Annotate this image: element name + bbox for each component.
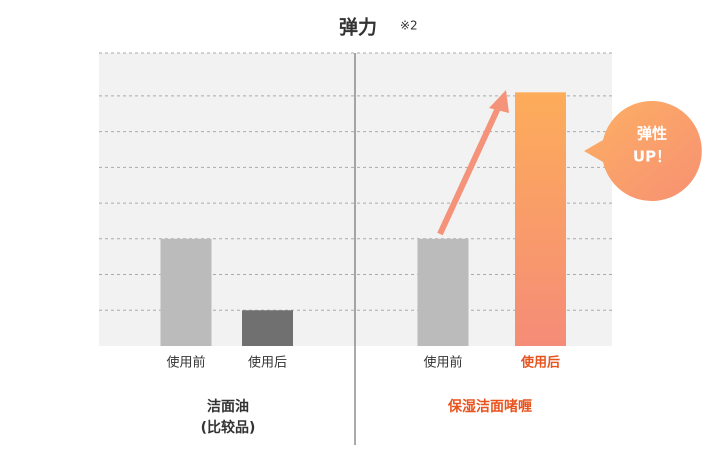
bar [160,238,212,346]
increase-arrow [437,106,501,236]
x-tick-label: 使用后 [248,355,287,371]
x-tick-label: 使用前 [166,355,205,371]
callout-text: 弹性 [637,125,667,143]
callout-bubble [584,100,702,201]
group-label: (比较品) [201,419,256,436]
bar [242,310,293,346]
arrow-head [489,90,509,113]
group-label: 洁面油 [207,398,249,415]
title-note: ※2 [400,19,418,33]
x-tick-label: 使用后 [520,355,560,371]
chart-title: 弹力 [339,16,377,39]
x-tick-label: 使用前 [423,355,462,371]
group-label: 保湿洁面啫喱 [447,398,532,415]
callout-text: UP！ [633,148,671,166]
bar [417,238,469,346]
bar [515,92,566,347]
